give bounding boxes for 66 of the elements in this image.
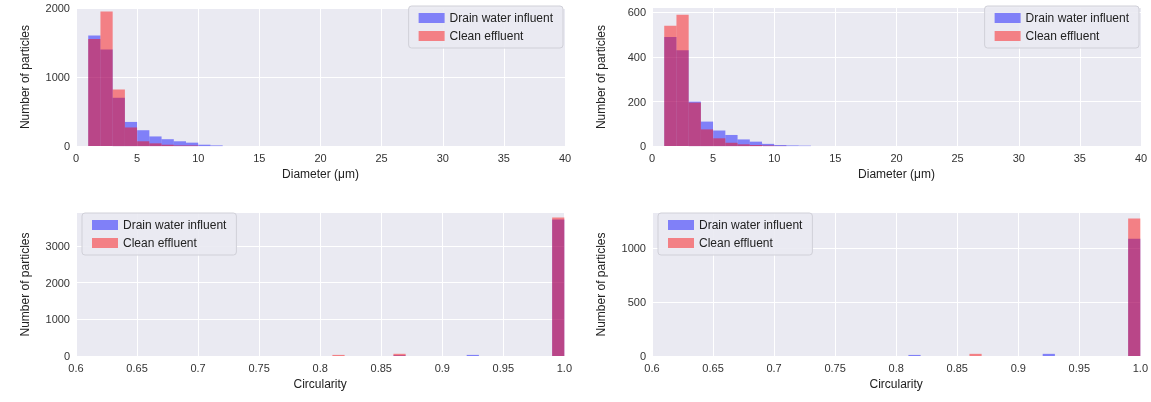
x-tick-label: 0.75 bbox=[824, 361, 846, 374]
legend-label: Clean effluent bbox=[699, 236, 774, 250]
x-tick-label: 1.0 bbox=[556, 361, 572, 374]
x-tick-label: 0.8 bbox=[312, 361, 328, 374]
legend-label: Drain water influent bbox=[449, 11, 554, 25]
y-tick-label: 3000 bbox=[45, 240, 70, 252]
x-tick-label: 35 bbox=[1073, 151, 1086, 164]
x-tick-label: 0.7 bbox=[766, 361, 782, 374]
y-tick-label: 0 bbox=[639, 350, 646, 362]
y-tick-label: 1000 bbox=[45, 313, 70, 326]
x-tick-label: 15 bbox=[829, 151, 842, 164]
x-tick-label: 30 bbox=[436, 151, 449, 164]
x-tick-label: 0.6 bbox=[68, 361, 84, 374]
x-tick-label: 0.95 bbox=[492, 361, 515, 374]
y-tick-label: 600 bbox=[627, 6, 646, 19]
legend-label: Clean effluent bbox=[123, 236, 198, 250]
x-tick-label: 40 bbox=[558, 151, 572, 164]
x-tick-label: 0.65 bbox=[702, 361, 724, 374]
x-tick-label: 0.95 bbox=[1068, 361, 1091, 374]
y-axis-title: Number of particles bbox=[18, 232, 32, 337]
y-tick-label: 400 bbox=[627, 51, 646, 63]
x-tick-label: 0 bbox=[72, 151, 80, 164]
y-axis-title: Number of particles bbox=[594, 25, 608, 130]
x-axis-title: Circularity bbox=[293, 376, 347, 391]
legend-label: Drain water influent bbox=[1025, 11, 1130, 25]
x-tick-label: 0.85 bbox=[946, 361, 968, 374]
x-tick-label: 0.9 bbox=[1010, 361, 1026, 374]
y-axis-title: Number of particles bbox=[594, 232, 608, 337]
y-axis-title: Number of particles bbox=[18, 25, 32, 130]
y-tick-label: 0 bbox=[63, 350, 70, 362]
x-tick-label: 25 bbox=[375, 151, 388, 164]
y-tick-label: 0 bbox=[63, 140, 70, 153]
y-tick-label: 1000 bbox=[45, 71, 70, 84]
y-tick-label: 2000 bbox=[45, 276, 70, 289]
y-tick-label: 0 bbox=[639, 140, 646, 153]
x-tick-label: 0.7 bbox=[190, 361, 206, 374]
x-tick-label: 0.75 bbox=[248, 361, 270, 374]
x-tick-label: 0 bbox=[648, 151, 656, 164]
x-tick-label: 30 bbox=[1012, 151, 1025, 164]
legend-label: Drain water influent bbox=[699, 218, 804, 232]
x-tick-label: 10 bbox=[768, 151, 781, 164]
x-tick-label: 40 bbox=[1134, 151, 1148, 164]
x-tick-label: 0.9 bbox=[434, 361, 450, 374]
x-axis-title: Diameter (μm) bbox=[858, 167, 935, 181]
x-tick-label: 5 bbox=[710, 151, 717, 164]
y-tick-label: 2000 bbox=[45, 2, 70, 14]
legend-label: Drain water influent bbox=[123, 218, 228, 232]
x-tick-label: 0.8 bbox=[888, 361, 904, 374]
x-tick-label: 20 bbox=[890, 151, 903, 164]
x-tick-label: 25 bbox=[951, 151, 964, 164]
legend-label: Clean effluent bbox=[449, 29, 525, 43]
x-tick-label: 0.85 bbox=[370, 361, 392, 374]
y-tick-label: 200 bbox=[627, 95, 646, 108]
legend-label: Clean effluent bbox=[1025, 29, 1101, 43]
x-tick-label: 0.65 bbox=[126, 361, 148, 374]
x-tick-label: 10 bbox=[192, 151, 205, 164]
x-tick-label: 1.0 bbox=[1132, 361, 1148, 374]
x-tick-label: 5 bbox=[134, 151, 141, 164]
x-tick-label: 20 bbox=[314, 151, 327, 164]
y-tick-label: 1000 bbox=[621, 242, 646, 255]
x-tick-label: 15 bbox=[253, 151, 266, 164]
x-axis-title: Circularity bbox=[869, 376, 923, 391]
x-tick-label: 35 bbox=[497, 151, 510, 164]
x-axis-title: Diameter (μm) bbox=[282, 167, 359, 181]
y-tick-label: 500 bbox=[627, 296, 646, 309]
x-tick-label: 0.6 bbox=[644, 361, 660, 374]
